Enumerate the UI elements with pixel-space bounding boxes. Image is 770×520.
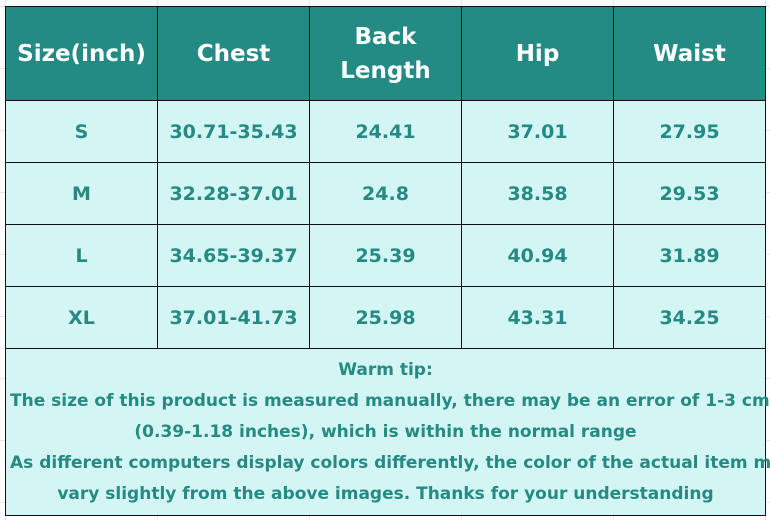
cell-size: XL [5,286,158,349]
cell-back-length: 25.98 [309,286,462,349]
tip-row: Warm tip: The size of this product is me… [5,348,770,516]
cell-hip: 40.94 [461,224,614,287]
cell-back-length: 24.8 [309,162,462,225]
table-row: L 34.65-39.37 25.39 40.94 31.89 [5,224,766,287]
cell-chest: 32.28-37.01 [157,162,310,225]
size-chart-table: Size(inch) Chest Back Length Hip Waist S … [5,6,770,516]
warm-tip: Warm tip: The size of this product is me… [5,348,770,516]
cell-waist: 29.53 [613,162,766,225]
table-row: XL 37.01-41.73 25.98 43.31 34.25 [5,286,766,349]
tip-line: (0.39-1.18 inches), which is within the … [134,421,637,442]
cell-waist: 27.95 [613,100,766,163]
cell-size: S [5,100,158,163]
header-waist: Waist [613,6,766,101]
table-row: M 32.28-37.01 24.8 38.58 29.53 [5,162,766,225]
cell-waist: 31.89 [613,224,766,287]
header-back-length: Back Length [309,6,462,101]
header-size: Size(inch) [5,6,158,101]
table-row: S 30.71-35.43 24.41 37.01 27.95 [5,100,766,163]
cell-hip: 38.58 [461,162,614,225]
cell-chest: 30.71-35.43 [157,100,310,163]
cell-size: M [5,162,158,225]
header-length: Length [340,57,431,84]
tip-line: As different computers display colors di… [10,452,770,473]
header-hip: Hip [461,6,614,101]
header-back: Back [354,23,417,50]
tip-line: The size of this product is measured man… [10,390,770,411]
header-chest: Chest [157,6,310,101]
header-row: Size(inch) Chest Back Length Hip Waist [5,6,766,101]
cell-chest: 34.65-39.37 [157,224,310,287]
cell-hip: 43.31 [461,286,614,349]
cell-hip: 37.01 [461,100,614,163]
cell-waist: 34.25 [613,286,766,349]
cell-size: L [5,224,158,287]
cell-chest: 37.01-41.73 [157,286,310,349]
cell-back-length: 24.41 [309,100,462,163]
tip-title: Warm tip: [338,359,433,380]
cell-back-length: 25.39 [309,224,462,287]
tip-line: vary slightly from the above images. Tha… [57,483,714,504]
